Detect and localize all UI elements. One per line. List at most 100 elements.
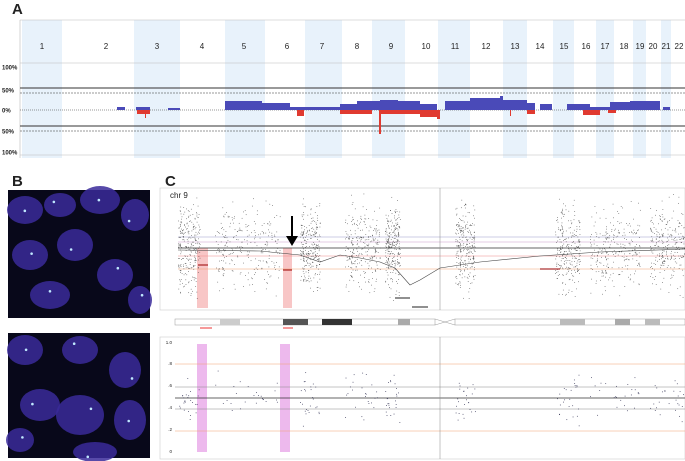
probe (355, 266, 357, 268)
probe (187, 225, 189, 227)
probe (465, 236, 467, 238)
snp (676, 383, 678, 385)
snp (388, 382, 389, 383)
probe (191, 235, 192, 236)
probe (613, 237, 615, 239)
probe (190, 237, 192, 239)
probe (369, 292, 371, 294)
probe (262, 249, 264, 251)
probe (598, 237, 600, 239)
probe (617, 243, 619, 245)
probe (397, 224, 399, 225)
probe (179, 244, 181, 246)
signal (31, 402, 34, 406)
probe (559, 256, 561, 258)
snp (365, 393, 366, 394)
probe (397, 218, 398, 220)
probe (186, 228, 187, 230)
probe (573, 199, 575, 201)
probe (314, 254, 316, 256)
probe (365, 234, 367, 235)
probe (661, 229, 663, 231)
probe (387, 240, 388, 242)
probe (389, 263, 390, 265)
probe (655, 284, 657, 285)
probe (620, 222, 622, 224)
probe (374, 228, 376, 230)
probe (189, 264, 191, 265)
probe (459, 243, 461, 245)
probe (351, 243, 353, 244)
probe (565, 293, 567, 295)
probe (390, 253, 392, 254)
probe (223, 270, 225, 271)
probe (216, 231, 218, 233)
probe (182, 258, 184, 259)
probe (458, 284, 459, 286)
probe (456, 278, 458, 280)
probe (316, 226, 318, 228)
probe (396, 239, 398, 241)
probe (638, 262, 640, 264)
probe (467, 265, 469, 267)
probe (198, 248, 199, 249)
snp (187, 378, 189, 380)
chromosome-label: 4 (200, 42, 205, 51)
probe (670, 236, 672, 238)
probe (579, 222, 581, 224)
probe (301, 225, 303, 226)
snp (396, 388, 397, 389)
probe (596, 254, 598, 256)
probe (311, 231, 313, 232)
probe (378, 233, 380, 235)
probe (304, 275, 305, 277)
probe (229, 263, 231, 265)
snp (195, 412, 197, 414)
probe (398, 227, 400, 228)
probe (302, 267, 304, 269)
probe (245, 226, 247, 228)
probe (579, 255, 581, 257)
snp (260, 395, 262, 397)
probe (559, 274, 560, 275)
probe (557, 240, 559, 242)
probe (373, 291, 375, 292)
probe (269, 203, 271, 205)
probe (651, 266, 652, 267)
probe (673, 271, 675, 272)
probe (389, 246, 391, 248)
probe (198, 243, 200, 244)
probe (178, 245, 180, 247)
probe (317, 256, 319, 258)
probe (653, 227, 655, 228)
probe (364, 261, 366, 263)
probe (662, 257, 663, 258)
probe (368, 243, 370, 245)
probe (660, 288, 662, 290)
probe (565, 239, 567, 240)
snp (308, 412, 310, 413)
probe (181, 228, 182, 230)
probe (306, 254, 307, 255)
probe (187, 255, 188, 257)
probe (368, 218, 370, 219)
probe (179, 283, 181, 285)
probe (466, 240, 468, 242)
probe (189, 236, 191, 238)
probe (186, 228, 188, 229)
probe (653, 223, 654, 225)
probe (571, 270, 573, 271)
probe (578, 253, 580, 255)
snp (575, 386, 577, 388)
probe (399, 211, 401, 213)
snp (387, 397, 389, 399)
probe (385, 250, 387, 251)
snp (591, 377, 592, 379)
probe (458, 283, 460, 285)
probe (662, 216, 664, 218)
probe (567, 267, 569, 269)
probe (375, 230, 377, 232)
probe (255, 258, 257, 260)
probe (262, 249, 263, 251)
